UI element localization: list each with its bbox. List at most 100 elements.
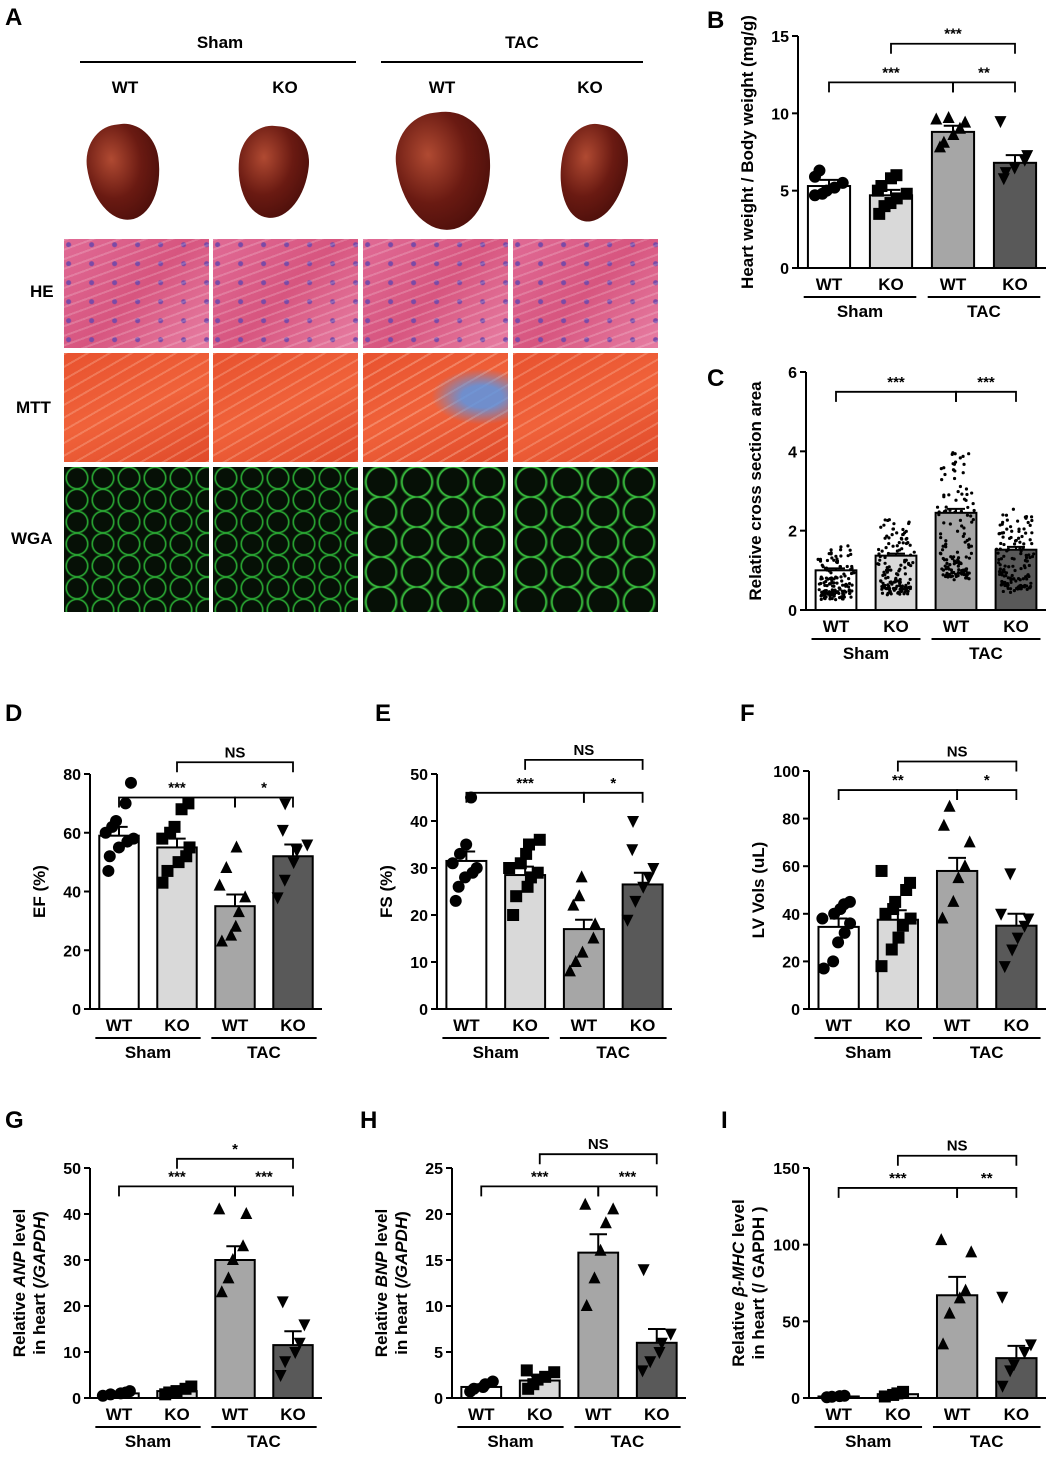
y-tick-label: 100 [773,1238,800,1255]
data-point [884,546,887,549]
data-point [959,562,962,565]
y-axis-label: in heart (/GAPDH) [392,1211,411,1355]
data-point [966,514,969,517]
data-point [956,551,959,554]
data-point [1030,515,1033,518]
data-point [959,859,971,871]
data-point [943,111,955,123]
x-tick-label: WT [823,617,850,636]
data-point [447,857,459,869]
x-tick-label: WT [585,1405,612,1424]
data-point [999,542,1002,545]
y-tick-label: 10 [63,1345,81,1362]
data-point [1006,519,1009,522]
data-point [886,576,889,579]
data-point [1028,586,1031,589]
data-point [968,577,971,580]
data-point [911,561,914,564]
bar [215,1260,254,1398]
significance-label: * [984,772,990,789]
data-point [943,558,946,561]
data-point [820,598,823,601]
data-point [964,499,967,502]
y-tick-label: 15 [771,29,789,46]
data-point [949,555,952,558]
group-label: Sham [487,1432,533,1451]
group-label: Sham [125,1432,171,1451]
y-axis-label-part: in heart (/ GAPDH ) [749,1206,768,1359]
data-point [904,572,907,575]
data-point [240,1207,252,1219]
data-point [999,548,1002,551]
data-point [886,571,889,574]
data-point [838,596,841,599]
data-point [110,815,122,827]
data-point [1020,535,1023,538]
data-point [1019,578,1022,581]
data-point [185,1381,197,1393]
data-point [1004,868,1016,880]
y-axis-label-part: /GAPDH [392,1216,411,1284]
data-point [820,576,823,579]
charts-canvas: B051015Heart weight / Body weight (mg/g)… [0,0,1057,1459]
data-point [898,582,901,585]
significance-label: *** [531,1168,549,1185]
significance-bracket [525,760,643,770]
x-tick-label: KO [885,1405,911,1424]
y-axis-label: Heart weight / Body weight (mg/g) [738,15,757,289]
data-point [841,590,844,593]
data-point [883,562,886,565]
data-point [1017,537,1020,540]
data-point [884,518,887,521]
data-point [1018,541,1021,544]
group-label: TAC [247,1432,281,1451]
data-point [953,559,956,562]
data-point [907,590,910,593]
y-axis-label-part: BNP [372,1251,391,1288]
y-tick-label: 20 [410,908,428,925]
data-point [970,545,973,548]
data-point [965,487,968,490]
y-axis-label-part: Relative [10,1287,29,1357]
data-point [942,495,945,498]
x-tick-label: WT [571,1016,598,1035]
data-point [880,588,883,591]
group-label: Sham [845,1043,891,1062]
significance-bracket [839,790,958,800]
data-point [595,1244,607,1256]
data-point [886,583,889,586]
data-point [900,590,903,593]
data-point [898,568,901,571]
significance-label: ** [981,1170,993,1187]
y-tick-label: 6 [788,365,797,382]
data-point [125,777,137,789]
significance-bracket [898,761,1017,771]
data-point [829,577,832,580]
data-point [1013,589,1016,592]
data-point [1009,525,1012,528]
data-point [102,865,114,877]
group-label: TAC [247,1043,281,1062]
data-point [169,821,181,833]
y-tick-label: 0 [791,1002,800,1019]
data-point [842,572,845,575]
data-point [895,531,898,534]
data-point [949,522,952,525]
data-point [837,177,849,189]
data-point [892,527,895,530]
significance-bracket [235,1186,293,1196]
x-tick-label: WT [468,1405,495,1424]
data-point [507,909,519,921]
x-tick-label: WT [825,1405,852,1424]
data-point [1001,569,1004,572]
x-tick-label: KO [1003,617,1029,636]
y-tick-label: 40 [410,814,428,831]
data-point [996,1292,1008,1304]
data-point [850,565,853,568]
data-point [1012,508,1015,511]
data-point [1012,577,1015,580]
y-axis-label-part: in heart ( [392,1283,411,1355]
data-point [896,544,899,547]
data-point [960,492,963,495]
data-point [957,490,960,493]
